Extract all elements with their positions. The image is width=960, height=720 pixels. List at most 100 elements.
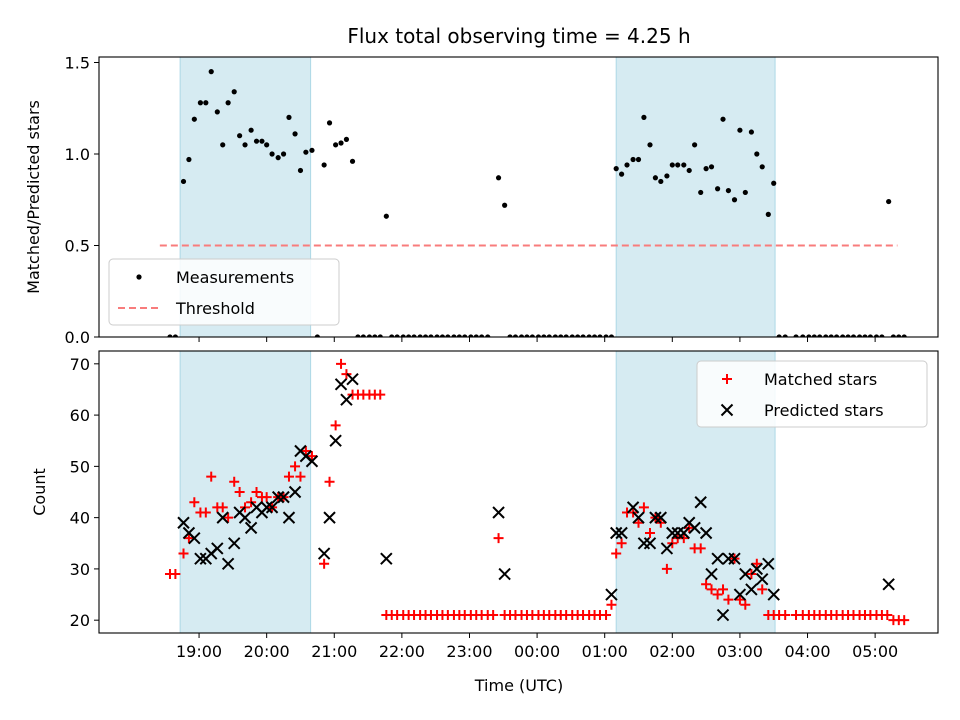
bottom-predicted-stars-point-19 bbox=[282, 511, 296, 524]
top-measurements-point-23 bbox=[297, 167, 304, 174]
bottom-y-tick-label-0: 20 bbox=[70, 611, 90, 630]
bottom-matched-stars-point-6 bbox=[200, 507, 211, 518]
top-measurements-point-117 bbox=[840, 334, 846, 337]
top-measurements-point-0 bbox=[167, 334, 173, 337]
bottom-matched-stars-point-15 bbox=[251, 487, 262, 497]
top-measurements-point-13 bbox=[242, 142, 248, 148]
bottom-matched-stars-point-108 bbox=[780, 610, 791, 621]
bottom-matched-stars-point-76 bbox=[601, 610, 612, 621]
top-measurements-point-110 bbox=[800, 334, 806, 337]
bottom-matched-stars-point-4 bbox=[189, 497, 200, 508]
top-measurements-point-128 bbox=[901, 334, 907, 337]
bottom-legend-matched-stars-marker bbox=[722, 374, 732, 384]
bottom-panel: 20 30 40 50 60 70 19:00 20:00 21:00 22:00 23:00 00:… bbox=[70, 350, 939, 661]
top-measurements-point-15 bbox=[253, 138, 260, 144]
bottom-matched-stars-point-7 bbox=[206, 471, 217, 482]
bottom-x-tick-label-7: 02:00 bbox=[649, 642, 695, 661]
bottom-matched-stars-point-125 bbox=[882, 610, 893, 621]
top-measurements-point-50 bbox=[451, 334, 457, 337]
top-measurements-point-12 bbox=[237, 133, 243, 139]
bottom-predicted-stars-point-32 bbox=[498, 567, 511, 581]
top-measurements-point-55 bbox=[479, 334, 485, 337]
bottom-predicted-stars-point-56 bbox=[739, 567, 752, 581]
top-axes-frame bbox=[98, 56, 939, 338]
top-measurements-point-86 bbox=[658, 178, 664, 185]
top-y-tick-label-3: 1.5 bbox=[65, 53, 90, 72]
x-axis-label: Time (UTC) bbox=[474, 676, 563, 695]
bottom-predicted-stars-point-3 bbox=[194, 552, 207, 565]
top-measurements-point-43 bbox=[411, 334, 417, 337]
bottom-predicted-stars-point-37 bbox=[632, 511, 645, 524]
chart-title: Flux total observing time = 4.25 h bbox=[347, 24, 690, 48]
top-measurements-point-91 bbox=[686, 167, 692, 174]
top-measurements-point-105 bbox=[765, 211, 771, 217]
bottom-predicted-stars-point-62 bbox=[882, 578, 895, 591]
top-measurements-point-61 bbox=[518, 334, 525, 337]
top-measurements-point-52 bbox=[462, 334, 468, 337]
top-measurements-point-1 bbox=[172, 334, 178, 337]
top-measurements-point-38 bbox=[383, 213, 389, 219]
top-measurements-point-107 bbox=[776, 334, 782, 337]
top-measurements-point-83 bbox=[641, 114, 647, 120]
bottom-predicted-stars-point-15 bbox=[260, 501, 273, 514]
top-measurements-point-69 bbox=[563, 334, 569, 337]
top-measurements-point-124 bbox=[879, 334, 885, 337]
bottom-matched-stars-point-97 bbox=[718, 584, 729, 595]
top-measurements-point-100 bbox=[737, 127, 743, 133]
bottom-matched-stars-point-26 bbox=[319, 558, 330, 569]
top-measurements-point-89 bbox=[675, 162, 681, 168]
top-measurements-point-118 bbox=[845, 334, 851, 337]
bottom-matched-stars-point-3 bbox=[183, 533, 194, 544]
top-measurements-point-102 bbox=[748, 129, 755, 135]
top-measurements-point-60 bbox=[512, 334, 519, 337]
top-measurements-point-51 bbox=[456, 334, 462, 337]
bottom-predicted-stars-point-45 bbox=[677, 526, 691, 540]
bottom-predicted-stars-point-51 bbox=[711, 552, 724, 565]
top-measurements-point-75 bbox=[597, 334, 603, 337]
bottom-matched-stars-point-22 bbox=[290, 461, 301, 472]
bottom-legend-predicted-stars-marker bbox=[720, 403, 734, 417]
bottom-matched-stars-point-77 bbox=[606, 599, 617, 610]
bottom-predicted-stars-point-16 bbox=[265, 501, 279, 514]
bottom-matched-stars-point-87 bbox=[661, 563, 672, 574]
bottom-matched-stars-point-36 bbox=[375, 389, 386, 400]
bottom-matched-stars-point-9 bbox=[217, 502, 228, 513]
top-measurements-point-58 bbox=[502, 202, 508, 208]
bottom-matched-stars-point-78 bbox=[611, 548, 622, 559]
top-measurements-point-28 bbox=[326, 120, 333, 126]
bottom-matched-stars-point-90 bbox=[678, 533, 689, 544]
bottom-predicted-stars-point-2 bbox=[188, 531, 201, 545]
top-measurements-point-30 bbox=[338, 140, 344, 146]
bottom-predicted-stars-point-50 bbox=[705, 567, 718, 581]
bottom-predicted-stars-point-6 bbox=[211, 542, 224, 555]
bottom-matched-stars-point-1 bbox=[170, 569, 181, 580]
top-measurements-point-96 bbox=[715, 186, 721, 192]
bottom-x-tick-label-5: 00:00 bbox=[514, 642, 560, 661]
bottom-predicted-stars-point-23 bbox=[305, 455, 319, 468]
top-measurements-point-20 bbox=[280, 151, 287, 157]
top-legend: Measurements Threshold bbox=[108, 258, 340, 326]
bottom-matched-stars-point-21 bbox=[283, 471, 294, 482]
top-measurements-point-70 bbox=[569, 334, 575, 337]
top-measurements-point-49 bbox=[445, 334, 451, 337]
bottom-predicted-stars-point-27 bbox=[334, 378, 348, 391]
bottom-y-axis-label: Count bbox=[30, 468, 49, 516]
bottom-x-tick-label-0: 19:00 bbox=[176, 642, 222, 661]
top-measurements-point-63 bbox=[529, 334, 535, 337]
top-measurements-point-5 bbox=[197, 100, 204, 106]
bottom-matched-stars-point-95 bbox=[706, 584, 717, 595]
top-measurements-point-67 bbox=[552, 334, 558, 337]
bottom-predicted-stars-point-57 bbox=[745, 583, 758, 596]
top-measurements-point-94 bbox=[703, 166, 709, 172]
top-measurements-point-32 bbox=[349, 158, 356, 164]
bottom-x-tick-label-1: 20:00 bbox=[244, 642, 290, 661]
bottom-matched-stars-point-103 bbox=[751, 558, 762, 569]
bottom-matched-stars-point-17 bbox=[261, 492, 272, 503]
bottom-shaded-window-0 bbox=[179, 350, 312, 634]
bottom-matched-stars-point-83 bbox=[638, 502, 649, 513]
top-measurements-point-45 bbox=[422, 334, 429, 337]
bottom-predicted-stars-point-48 bbox=[694, 496, 707, 509]
bottom-x-tick-label-3: 22:00 bbox=[379, 642, 425, 661]
bottom-y-tick-label-2: 40 bbox=[70, 509, 90, 528]
